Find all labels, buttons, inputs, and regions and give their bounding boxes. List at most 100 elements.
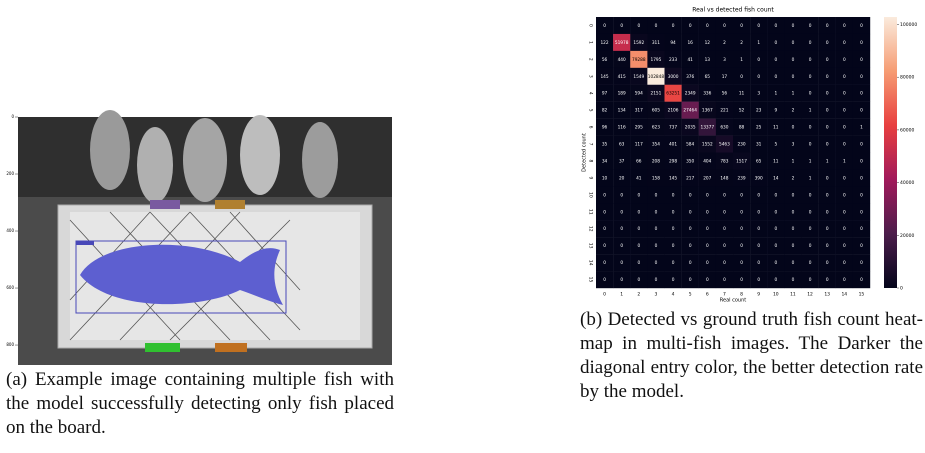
y-tick-label: 6 (588, 126, 594, 129)
cell-label: 0 (809, 57, 812, 63)
cell-label: 0 (826, 243, 829, 249)
cell-label: 0 (740, 192, 743, 198)
cell-label: 0 (774, 40, 777, 46)
cell-label: 0 (826, 192, 829, 198)
cell-label: 82 (602, 108, 608, 114)
x-axis-label: Real count (720, 298, 747, 304)
cell-label: 0 (757, 57, 760, 63)
cell-label: 0 (826, 74, 829, 80)
cell-label: 630 (720, 125, 728, 131)
cell-label: 0 (740, 277, 743, 283)
cell-label: 134 (618, 108, 626, 114)
y-tick-label: 0 (11, 114, 14, 119)
colorbar-tick-label: 0 (900, 286, 903, 292)
cell-label: 14 (773, 175, 779, 181)
cell-label: 1 (809, 108, 812, 114)
x-tick-label: 1 (620, 292, 623, 298)
cell-label: 65 (756, 158, 762, 164)
cell-label: 158 (652, 175, 660, 181)
cell-label: 41 (687, 57, 693, 63)
cell-label: 2 (723, 40, 726, 46)
cell-label: 594 (635, 91, 643, 97)
colorbar-tick-label: 40000 (900, 180, 914, 186)
x-tick-label: 10 (773, 292, 779, 298)
cell-label: 0 (860, 142, 863, 148)
cell-label: 0 (706, 209, 709, 215)
cell-label: 207 (703, 175, 711, 181)
cell-label: 145 (669, 175, 677, 181)
cell-label: 0 (860, 209, 863, 215)
cell-label: 0 (757, 192, 760, 198)
photo (18, 110, 392, 365)
cell-label: 0 (757, 226, 760, 232)
cell-label: 0 (603, 23, 606, 29)
y-axis-label: Detected count (582, 133, 588, 172)
cell-label: 0 (689, 23, 692, 29)
cell-label: 51978 (615, 40, 629, 46)
cell-label: 0 (757, 74, 760, 80)
caption-a: (a) Example image containing multiple fi… (6, 368, 394, 440)
cell-label: 0 (655, 209, 658, 215)
cell-label: 0 (860, 57, 863, 63)
cell-label: 0 (826, 226, 829, 232)
x-tick-label: 2 (637, 292, 640, 298)
cell-label: 27464 (683, 108, 697, 114)
cell-label: 0 (774, 277, 777, 283)
cell-label: 0 (757, 23, 760, 29)
cell-label: 0 (843, 175, 846, 181)
cell-label: 0 (620, 260, 623, 266)
cell-label: 0 (826, 175, 829, 181)
cell-label: 65 (705, 74, 711, 80)
cell-label: 0 (809, 142, 812, 148)
cell-label: 0 (757, 243, 760, 249)
y-tick-label: 200 (6, 171, 14, 176)
cell-label: 0 (689, 209, 692, 215)
cell-label: 0 (723, 192, 726, 198)
cell-label: 3 (723, 57, 726, 63)
cell-label: 376 (686, 74, 694, 80)
cell-label: 390 (755, 175, 763, 181)
cell-label: 3 (792, 142, 795, 148)
cell-label: 0 (860, 158, 863, 164)
colorbar-tick-label: 100000 (900, 22, 917, 28)
cell-label: 0 (672, 192, 675, 198)
y-tick-label: 400 (6, 228, 14, 233)
y-tick-label: 8 (588, 160, 594, 163)
cell-label: 1 (740, 57, 743, 63)
cell-label: 233 (669, 57, 677, 63)
cell-label: 0 (843, 277, 846, 283)
cell-label: 1 (860, 125, 863, 131)
cell-label: 0 (603, 260, 606, 266)
cell-label: 31 (756, 142, 762, 148)
y-tick-label: 5 (588, 109, 594, 112)
y-tick-label: 3 (588, 75, 594, 78)
cell-label: 0 (826, 57, 829, 63)
cell-label: 0 (740, 243, 743, 249)
cell-label: 311 (652, 40, 660, 46)
cell-label: 298 (669, 158, 677, 164)
cell-label: 605 (652, 108, 660, 114)
cell-label: 0 (843, 40, 846, 46)
cell-label: 0 (723, 209, 726, 215)
cell-label: 97 (602, 91, 608, 97)
cell-label: 0 (706, 23, 709, 29)
cell-label: 0 (723, 23, 726, 29)
cell-label: 0 (603, 209, 606, 215)
cell-label: 0 (620, 226, 623, 232)
cell-label: 0 (655, 260, 658, 266)
cell-label: 0 (740, 260, 743, 266)
cell-label: 0 (740, 74, 743, 80)
cell-label: 295 (635, 125, 643, 131)
cell-label: 0 (637, 243, 640, 249)
cell-label: 0 (706, 243, 709, 249)
cell-label: 0 (860, 192, 863, 198)
cell-label: 0 (723, 277, 726, 283)
cell-label: 404 (703, 158, 711, 164)
cell-label: 0 (689, 226, 692, 232)
cell-label: 0 (757, 260, 760, 266)
cell-label: 737 (669, 125, 677, 131)
cell-label: 1 (774, 91, 777, 97)
colorbar (884, 17, 897, 288)
cell-label: 0 (792, 260, 795, 266)
cell-label: 0 (689, 260, 692, 266)
